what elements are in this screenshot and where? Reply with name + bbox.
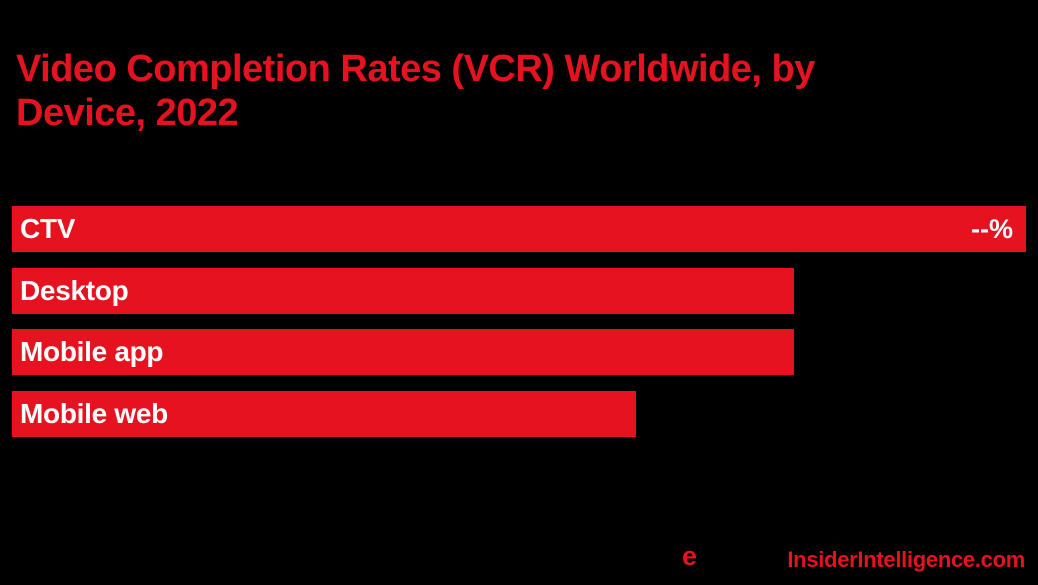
chart-title-line-1: Video Completion Rates (VCR) Worldwide, … bbox=[16, 48, 815, 91]
bar-ctv: CTV --% bbox=[12, 206, 1026, 252]
emarketer-logo-e: e bbox=[682, 541, 698, 571]
bar-mobile-web: Mobile web bbox=[12, 390, 636, 437]
bar-label-mobile-web: Mobile web bbox=[20, 397, 168, 429]
insider-intelligence-link[interactable]: InsiderIntelligence.com bbox=[787, 547, 1025, 572]
chart-title-line-2: Device, 2022 bbox=[16, 92, 239, 135]
bar-label-mobile-app: Mobile app bbox=[20, 336, 164, 367]
bar-label-desktop: Desktop bbox=[20, 274, 129, 306]
bar-chart: CTV --% Desktop Mobile app Mobile web bbox=[12, 206, 1026, 452]
bar-mobile-app: Mobile app bbox=[12, 329, 794, 375]
chart-title: Video Completion Rates (VCR) Worldwide, … bbox=[16, 47, 976, 135]
bar-label-ctv: CTV bbox=[20, 213, 76, 244]
bar-desktop: Desktop bbox=[12, 267, 794, 314]
bar-value-ctv: --% bbox=[971, 213, 1013, 244]
